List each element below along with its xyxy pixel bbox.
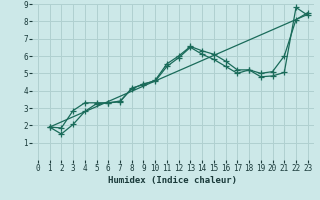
X-axis label: Humidex (Indice chaleur): Humidex (Indice chaleur) — [108, 176, 237, 185]
